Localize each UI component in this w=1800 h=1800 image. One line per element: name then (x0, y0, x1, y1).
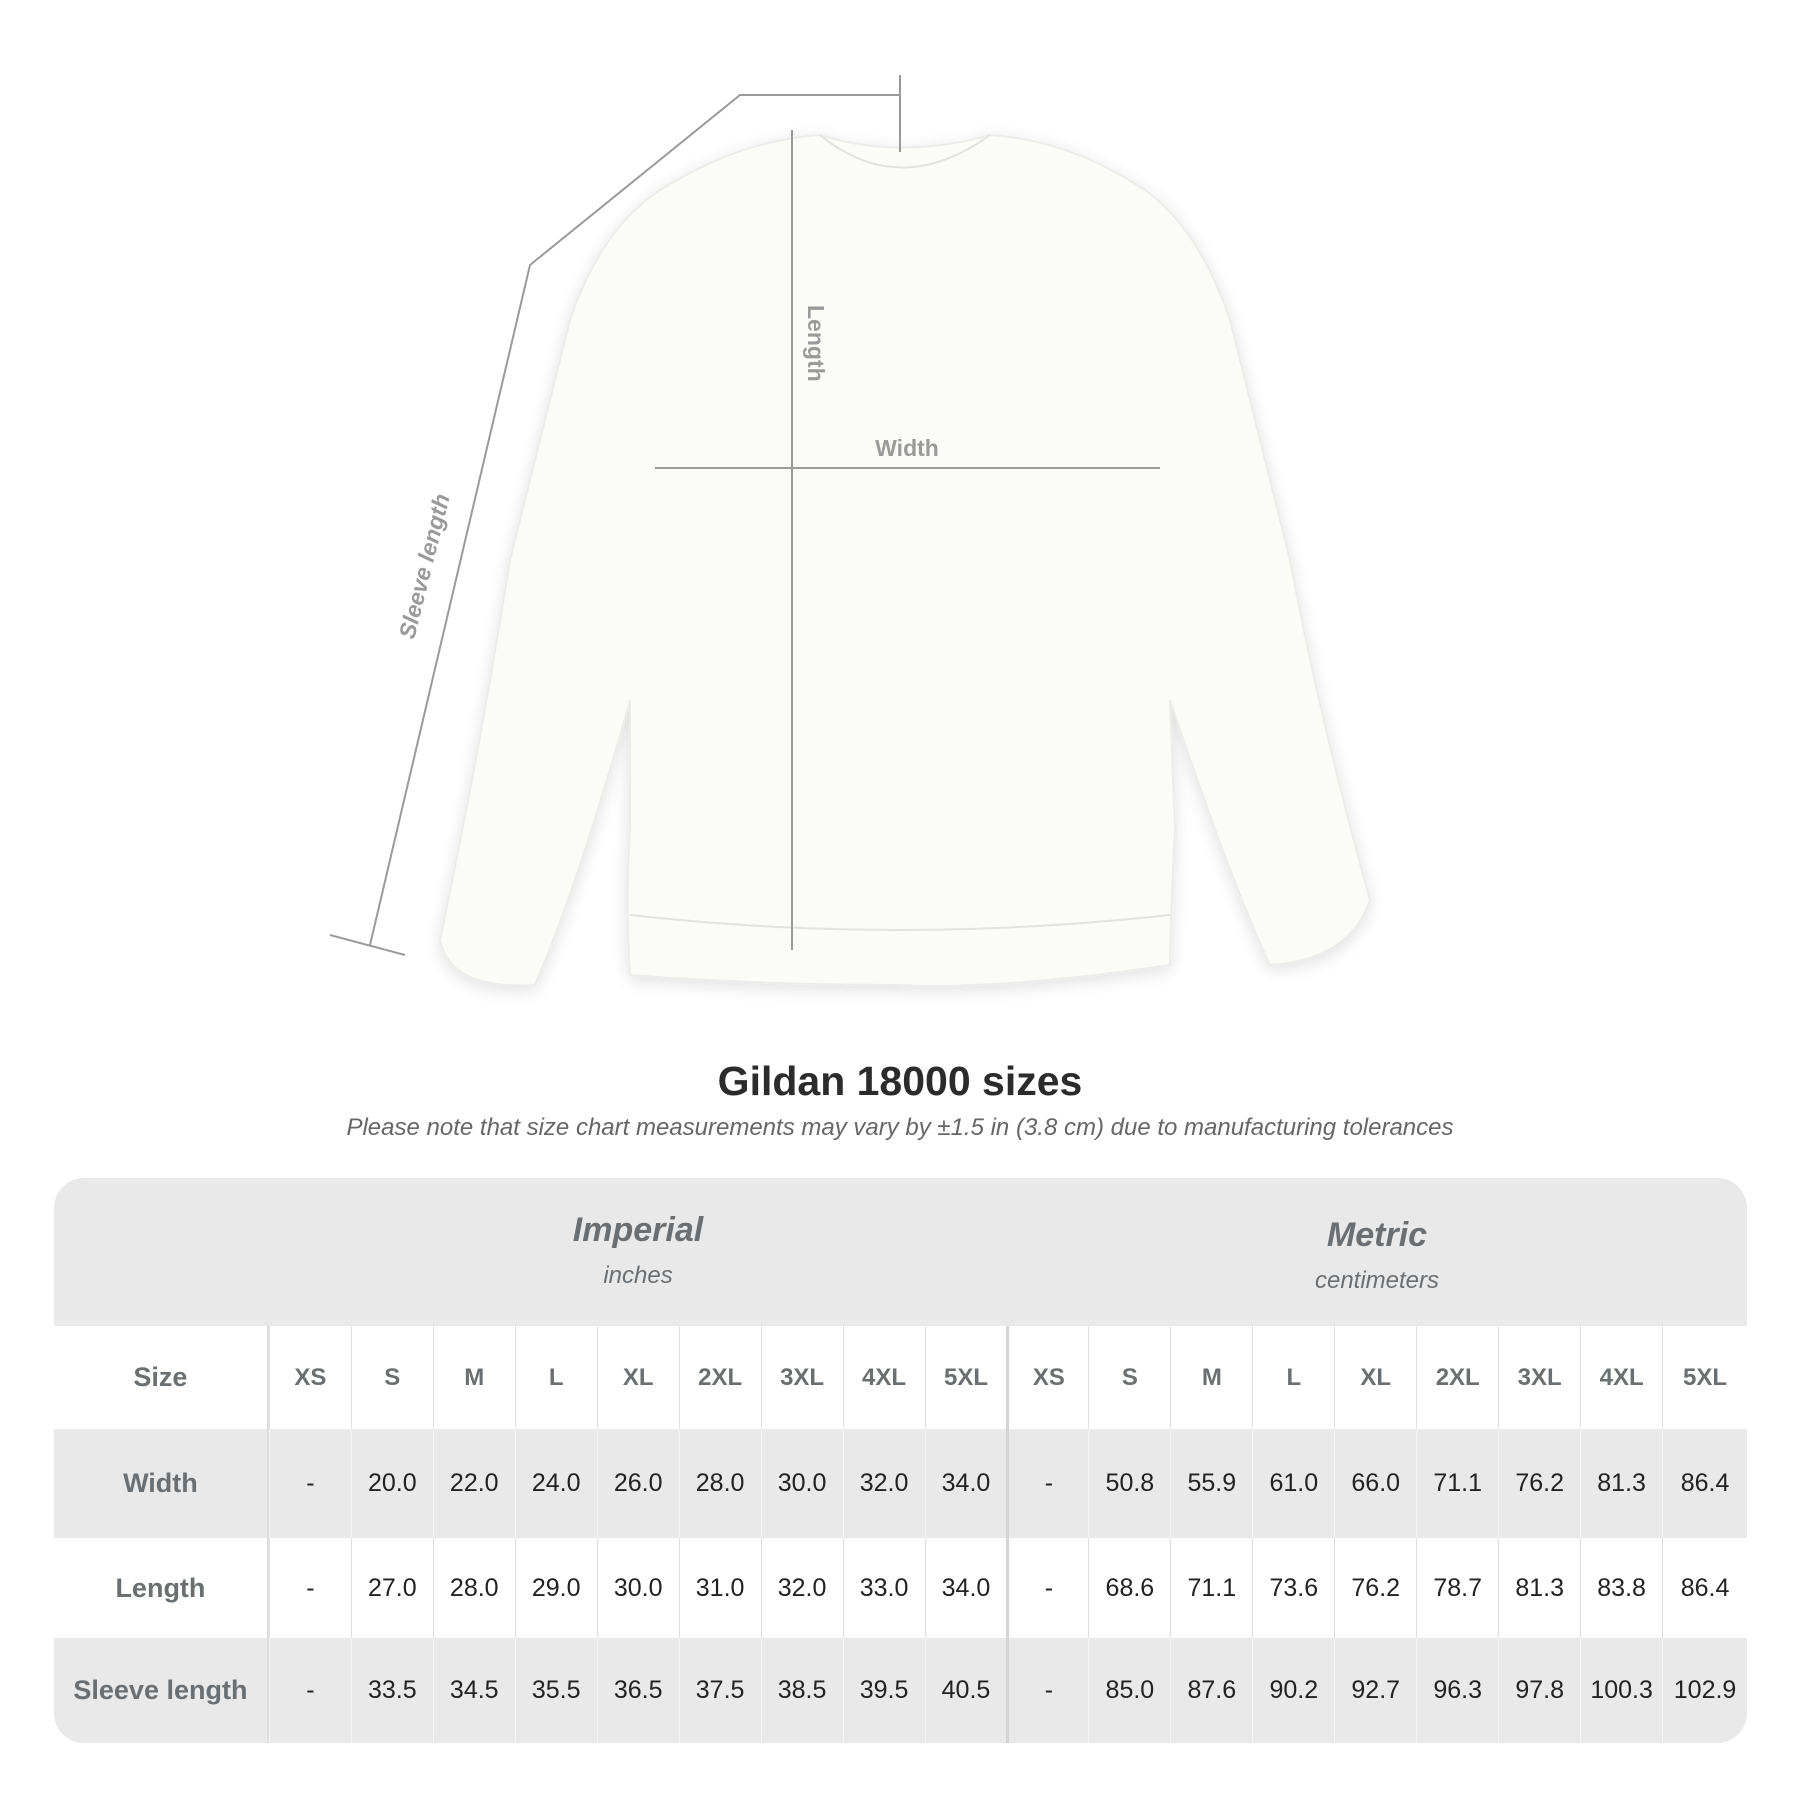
value-cell: - (1006, 1429, 1088, 1538)
value-cell: 24.0 (514, 1429, 597, 1538)
value-cell: 50.8 (1088, 1429, 1170, 1538)
value-cell: 28.0 (432, 1538, 515, 1638)
value-cell: 86.4 (1662, 1429, 1747, 1538)
measurement-lines (329, 75, 1160, 956)
imperial-unit: inches (603, 1262, 673, 1289)
value-cell: 92.7 (1334, 1638, 1416, 1743)
value-cell: 30.0 (760, 1429, 843, 1538)
size-header-cell: XS (1006, 1326, 1088, 1429)
metric-unit: centimeters (1314, 1267, 1440, 1294)
size-header-cell: S (1088, 1326, 1170, 1429)
value-cell: - (268, 1538, 351, 1638)
size-header-cell: 2XL (678, 1326, 761, 1429)
row-label: Length (54, 1538, 269, 1638)
size-header-cell: 2XL (1416, 1326, 1498, 1429)
size-header-row: Size XS S M L XL 2XL 3XL 4XL 5XL XS S M L XL 2XL 3XL 4XL 5… (54, 1326, 1747, 1429)
row-label: Sleeve length (54, 1638, 269, 1743)
value-cell: 86.4 (1662, 1538, 1747, 1638)
value-cell: 34.0 (924, 1429, 1007, 1538)
value-cell: - (268, 1429, 351, 1538)
value-cell: 29.0 (514, 1538, 597, 1638)
sleeve-length-label: Sleeve length (394, 491, 455, 641)
value-cell: 61.0 (1252, 1429, 1334, 1538)
value-cell: 71.1 (1416, 1429, 1498, 1538)
value-cell: 35.5 (514, 1638, 597, 1743)
size-header-cell: XL (596, 1326, 679, 1429)
value-cell: 30.0 (596, 1538, 679, 1638)
value-cell: 26.0 (596, 1429, 679, 1538)
value-cell: 78.7 (1416, 1538, 1498, 1638)
size-header-cell: L (514, 1326, 597, 1429)
value-cell: 83.8 (1580, 1538, 1662, 1638)
value-cell: 68.6 (1088, 1538, 1170, 1638)
value-cell: 85.0 (1088, 1638, 1170, 1743)
value-cell: 34.5 (432, 1638, 515, 1743)
value-cell: 66.0 (1334, 1429, 1416, 1538)
size-header-cell: M (432, 1326, 515, 1429)
size-table: Imperial inches Metric centimeters Size X… (54, 1178, 1747, 1743)
imperial-label: Imperial (572, 1211, 704, 1249)
metric-label: Metric (1326, 1216, 1428, 1254)
value-cell: 20.0 (350, 1429, 433, 1538)
value-cell: 73.6 (1252, 1538, 1334, 1638)
value-cell: 37.5 (678, 1638, 761, 1743)
size-header-cell: 5XL (924, 1326, 1007, 1429)
table-row: Length -27.0 28.0 29.0 30.0 31.0 32.0 33.0 34.0-… (54, 1538, 1747, 1638)
value-cell: 32.0 (760, 1538, 843, 1638)
value-cell: - (268, 1638, 351, 1743)
value-cell: 38.5 (760, 1638, 843, 1743)
value-cell: 39.5 (842, 1638, 925, 1743)
value-cell: 22.0 (432, 1429, 515, 1538)
value-cell: 97.8 (1498, 1638, 1580, 1743)
size-header-cell: XL (1334, 1326, 1416, 1429)
size-header-cell: 4XL (842, 1326, 925, 1429)
row-label: Size (54, 1326, 269, 1429)
value-cell: - (1006, 1638, 1088, 1743)
value-cell: - (1006, 1538, 1088, 1638)
value-cell: 32.0 (842, 1429, 925, 1538)
size-header-cell: L (1252, 1326, 1334, 1429)
size-header-cell: M (1170, 1326, 1252, 1429)
value-cell: 33.0 (842, 1538, 925, 1638)
row-label: Width (54, 1429, 269, 1538)
value-cell: 102.9 (1662, 1638, 1747, 1743)
value-cell: 81.3 (1580, 1429, 1662, 1538)
value-cell: 40.5 (924, 1638, 1007, 1743)
tolerance-note: Please note that size chart measurements… (346, 1114, 1454, 1141)
value-cell: 76.2 (1334, 1538, 1416, 1638)
value-cell: 71.1 (1170, 1538, 1252, 1638)
size-header-cell: XS (268, 1326, 351, 1429)
value-cell: 87.6 (1170, 1638, 1252, 1743)
value-cell: 27.0 (350, 1538, 433, 1638)
size-header-cell: 4XL (1580, 1326, 1662, 1429)
imperial-header: Imperial inches (269, 1178, 1007, 1326)
page-title: Gildan 18000 sizes (717, 1058, 1083, 1104)
value-cell: 100.3 (1580, 1638, 1662, 1743)
sweatshirt-image (438, 133, 1372, 987)
value-cell: 55.9 (1170, 1429, 1252, 1538)
length-label: Length (803, 305, 829, 382)
metric-header: Metric centimeters (1007, 1178, 1747, 1326)
size-header-cell: 3XL (760, 1326, 843, 1429)
value-cell: 31.0 (678, 1538, 761, 1638)
sweatshirt-illustration: Length Width Sleeve length (329, 75, 1372, 987)
table-row: Width -20.0 22.0 24.0 26.0 28.0 30.0 32.0 34.0-5… (54, 1429, 1747, 1538)
value-cell: 28.0 (678, 1429, 761, 1538)
value-cell: 90.2 (1252, 1638, 1334, 1743)
value-cell: 34.0 (924, 1538, 1007, 1638)
value-cell: 33.5 (350, 1638, 433, 1743)
value-cell: 36.5 (596, 1638, 679, 1743)
table-row: Sleeve length -33.5 34.5 35.5 36.5 37.5 38.5 39… (54, 1638, 1747, 1743)
size-header-cell: 5XL (1662, 1326, 1747, 1429)
size-header-cell: S (350, 1326, 433, 1429)
width-label: Width (875, 435, 939, 461)
value-cell: 81.3 (1498, 1538, 1580, 1638)
value-cell: 76.2 (1498, 1429, 1580, 1538)
value-cell: 96.3 (1416, 1638, 1498, 1743)
size-header-cell: 3XL (1498, 1326, 1580, 1429)
